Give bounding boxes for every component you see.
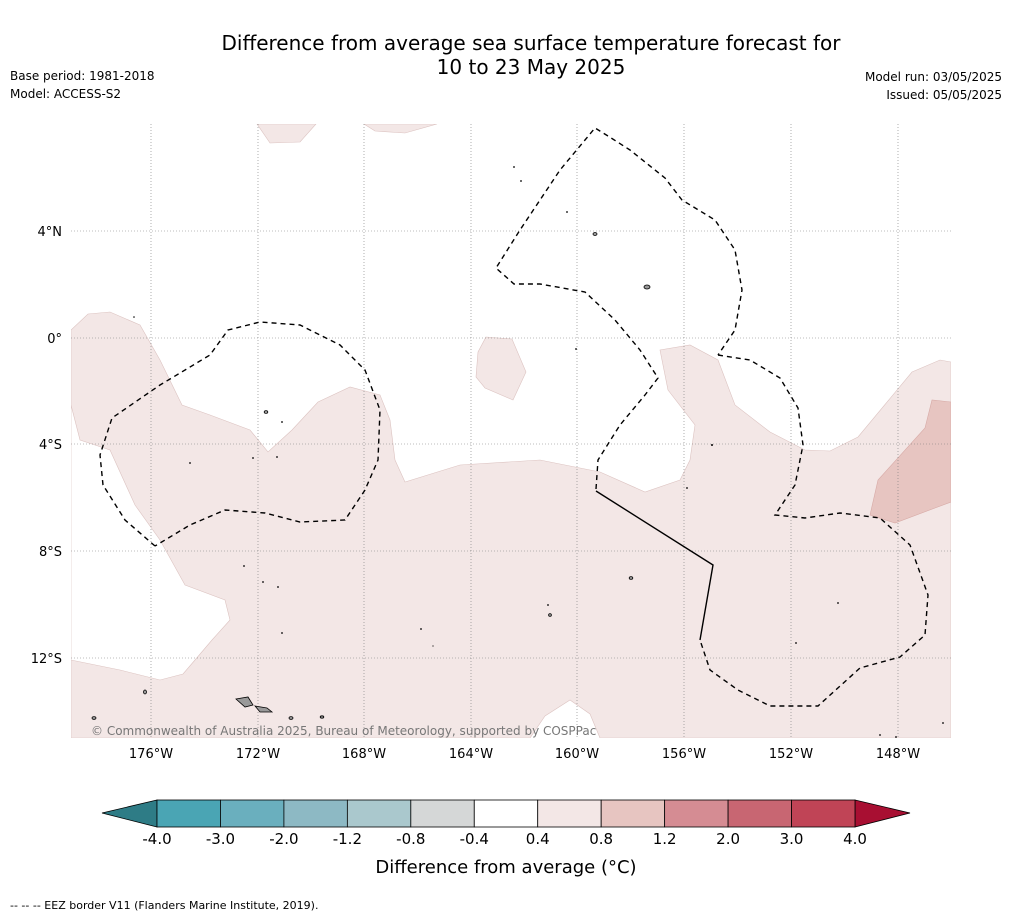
anomaly-region-medium [869,399,951,524]
island-upolu [254,705,274,713]
anomaly-patch-equator [475,336,527,401]
island-small-3 [592,232,598,236]
model-name: Model: ACCESS-S2 [10,87,122,101]
y-tick-label: 12°S [31,652,62,667]
colorbar-tick-label: 3.0 [780,830,804,848]
island-dots [133,166,944,738]
copyright-notice: © Commonwealth of Australia 2025, Bureau… [91,724,596,738]
colorbar-segment [346,799,412,828]
eez-border-north [495,127,743,490]
y-tick-label: 0° [47,332,62,347]
colorbar-tick-label: 1.2 [653,830,677,848]
x-tick-label: 148°W [876,747,920,762]
colorbar-segments [156,799,856,828]
issued-date: Issued: 05/05/2025 [886,88,1002,102]
island-small-5 [628,576,634,580]
x-tick-label: 160°W [555,747,599,762]
y-tick-label: 8°S [39,545,62,560]
colorbar-segment [410,799,475,828]
colorbar-tick-label: 0.8 [589,830,613,848]
x-tick-label: 164°W [449,747,493,762]
island-savaii [235,696,254,708]
island-small-9 [319,715,325,719]
eez-border-east [699,354,929,707]
meta-right: Model run: 03/05/2025 Issued: 05/05/2025 [865,68,1002,104]
anomaly-patch-top-1 [256,124,317,144]
x-tick-label: 172°W [236,747,280,762]
colorbar-over-arrow [854,799,911,828]
island-small-4 [643,284,651,290]
island-small-7 [91,716,97,720]
colorbar-segment [664,799,729,828]
colorbar-under-arrow [101,799,158,828]
x-tick-label: 168°W [342,747,386,762]
colorbar-segment [220,799,285,828]
gridlines [71,124,951,738]
eez-border-solid-segment [595,490,714,641]
colorbar-segment [791,799,856,828]
colorbar-tick-label: -4.0 [142,830,171,848]
colorbar-tick-label: 4.0 [843,830,867,848]
x-tick-label: 176°W [129,747,173,762]
colorbar-tick-label: -3.0 [206,830,235,848]
colorbar-segment [473,799,539,828]
title-line-1: Difference from average sea surface temp… [221,31,841,55]
island-small-1 [143,689,147,695]
island-small-6 [548,613,552,617]
map-area: © Commonwealth of Australia 2025, Bureau… [71,124,951,738]
colorbar-tick-labels: -4.0 -3.0 -2.0 -1.2 -0.8 -0.4 0.4 0.8 1.2 2.0 3.0 4… [142,830,867,848]
x-tick-label: 156°W [662,747,706,762]
colorbar-tick-label: -2.0 [269,830,298,848]
footnote: -- -- -- EEZ border V11 (Flanders Marine… [10,899,319,912]
islands [91,232,651,720]
colorbar-tick-label: 0.4 [526,830,550,848]
x-tick-label: 152°W [769,747,813,762]
colorbar-tick-label: -0.4 [460,830,489,848]
colorbar-tick-label: -1.2 [333,830,362,848]
colorbar-segment [156,799,221,828]
anomaly-hole-southwest [71,404,231,681]
colorbar-segment [600,799,666,828]
anomaly-patch-top-2 [363,124,438,134]
island-small-8 [288,716,294,720]
y-tick-label: 4°S [39,438,62,453]
y-tick-label: 4°N [38,225,63,240]
colorbar: -4.0 -3.0 -2.0 -1.2 -0.8 -0.4 0.4 0.8 1.2 2.0 3.0 4… [101,799,911,848]
island-small-2 [263,410,269,414]
colorbar-tick-label: 2.0 [716,830,740,848]
model-run: Model run: 03/05/2025 [864,70,1002,84]
x-axis: 176°W 172°W 168°W 164°W 160°W 156°W 152°… [129,747,920,762]
y-axis: 4°N 0° 4°S 8°S 12°S [31,225,62,667]
eez-borders [99,127,929,707]
meta-left: Base period: 1981-2018 Model: ACCESS-S2 [10,67,155,103]
base-period: Base period: 1981-2018 [10,69,155,83]
anomaly-region-main [71,311,951,738]
chart-title: Difference from average sea surface temp… [0,31,1011,79]
title-line-2: 10 to 23 May 2025 [436,55,626,79]
colorbar-segment [727,799,792,828]
eez-border-west [99,321,381,547]
colorbar-label: Difference from average (°C) [375,857,636,878]
colorbar-segment [283,799,348,828]
colorbar-tick-label: -0.8 [396,830,425,848]
colorbar-segment [537,799,602,828]
